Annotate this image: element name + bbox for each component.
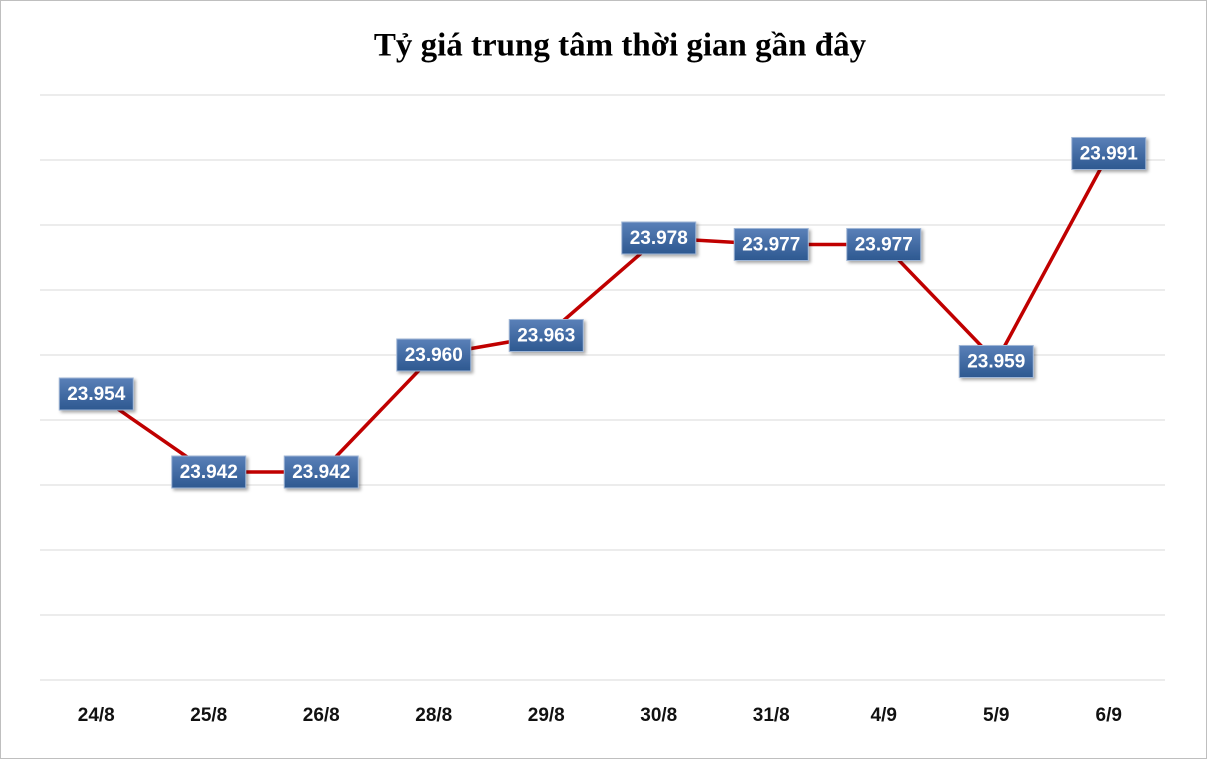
x-tick-label: 24/8 [78, 705, 115, 726]
value-label-box [958, 345, 1034, 378]
x-tick-label: 5/9 [983, 705, 1009, 726]
x-tick-label: 4/9 [871, 705, 897, 726]
x-tick-label: 31/8 [753, 705, 790, 726]
x-tick-label: 28/8 [415, 705, 452, 726]
value-label: 23.942 [292, 462, 350, 483]
value-label: 23.960 [405, 345, 463, 366]
value-label: 23.977 [742, 235, 800, 256]
value-label-box [846, 228, 922, 261]
value-label: 23.977 [855, 235, 913, 256]
value-label: 23.942 [180, 462, 238, 483]
chart-title: Tỷ giá trung tâm thời gian gần đây [374, 28, 867, 64]
value-label-box [396, 338, 472, 372]
value-label: 23.963 [517, 326, 575, 347]
value-label-box [733, 228, 809, 261]
value-label-box [621, 221, 697, 255]
value-label: 23.991 [1080, 144, 1139, 165]
x-tick-label: 29/8 [528, 705, 565, 726]
value-label-box [171, 455, 247, 489]
value-label: 23.959 [967, 352, 1025, 373]
value-label-box [1071, 137, 1147, 170]
value-label: 23.978 [630, 228, 688, 249]
data-line [95, 152, 1111, 474]
x-tick-label: 30/8 [640, 705, 677, 726]
value-label: 23.954 [67, 384, 126, 405]
value-label-box [283, 455, 359, 489]
x-tick-label: 6/9 [1096, 705, 1122, 726]
x-tick-label: 25/8 [190, 705, 227, 726]
x-tick-label: 26/8 [303, 705, 340, 726]
value-label-box [508, 319, 584, 352]
value-label-box [58, 377, 134, 411]
